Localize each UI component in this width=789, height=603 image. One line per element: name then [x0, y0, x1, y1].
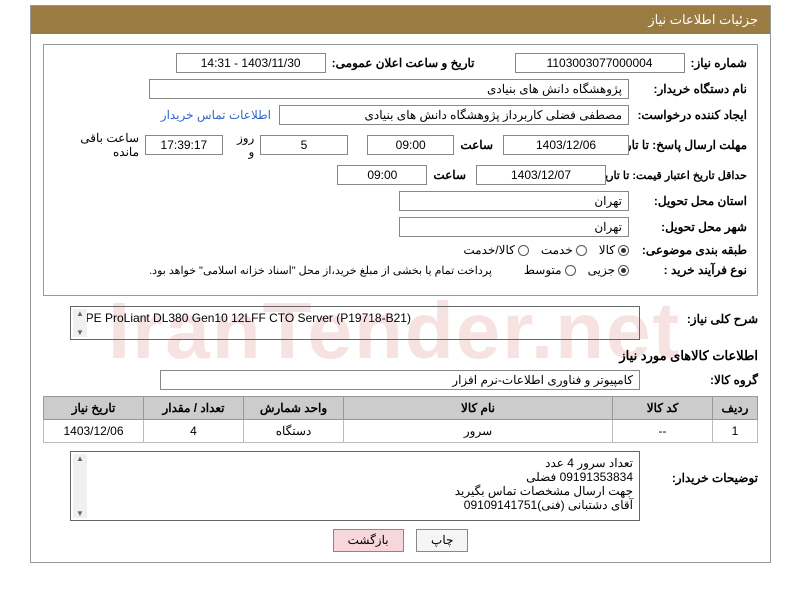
radio-dot-icon — [565, 265, 576, 276]
content-area: شماره نیاز: 1103003077000004 تاریخ و ساع… — [31, 34, 770, 562]
need-no-value: 1103003077000004 — [515, 53, 685, 73]
th-qty: تعداد / مقدار — [144, 397, 244, 420]
cell-date: 1403/12/06 — [44, 420, 144, 443]
requester-value: مصطفی فضلی کاربرداز پژوهشگاه دانش های بن… — [279, 105, 629, 125]
th-code: کد کالا — [613, 397, 713, 420]
button-row: چاپ بازگشت — [43, 529, 758, 552]
payment-note: پرداخت تمام یا بخشی از مبلغ خرید،از محل … — [149, 264, 492, 277]
radio-partial-label: جزیی — [588, 263, 615, 277]
validity-time: 09:00 — [337, 165, 427, 185]
buyer-org-label: نام دستگاه خریدار: — [635, 82, 747, 96]
row-process: نوع فرآیند خرید : جزیی متوسط پرداخت تمام… — [54, 263, 747, 277]
deadline-label: مهلت ارسال پاسخ: تا تاریخ: — [635, 138, 747, 152]
goods-table: ردیف کد کالا نام کالا واحد شمارش تعداد /… — [43, 396, 758, 443]
remarks-textarea[interactable]: تعداد سرور 4 عدد 09191353834 فضلی جهت ار… — [70, 451, 640, 521]
city-value: تهران — [399, 217, 629, 237]
desc-textarea[interactable]: HPE ProLiant DL380 Gen10 12LFF CTO Serve… — [70, 306, 640, 340]
main-panel: جزئیات اطلاعات نیاز شماره نیاز: 11030030… — [30, 5, 771, 563]
info-fieldset: شماره نیاز: 1103003077000004 تاریخ و ساع… — [43, 44, 758, 296]
radio-dot-icon — [618, 245, 629, 256]
remarks-label: توضیحات خریدار: — [646, 451, 758, 485]
row-city: شهر محل تحویل: تهران — [54, 217, 747, 237]
radio-service-label: خدمت — [541, 243, 573, 257]
radio-medium-label: متوسط — [524, 263, 562, 277]
validity-date: 1403/12/07 — [476, 165, 606, 185]
remarks-line1: تعداد سرور 4 عدد — [77, 456, 633, 470]
back-button[interactable]: بازگشت — [333, 529, 404, 552]
category-label: طبقه بندی موضوعی: — [635, 243, 747, 257]
requester-label: ایجاد کننده درخواست: — [635, 108, 747, 122]
scrollbar-icon[interactable]: ▲▼ — [73, 454, 87, 518]
radio-medium[interactable]: متوسط — [524, 263, 576, 277]
time-label-2: ساعت — [433, 168, 466, 182]
radio-both-label: کالا/خدمت — [463, 243, 514, 257]
th-name: نام کالا — [344, 397, 613, 420]
desc-label: شرح کلی نیاز: — [646, 306, 758, 326]
buyer-org-value: پژوهشگاه دانش های بنیادی — [149, 79, 629, 99]
cell-name: سرور — [344, 420, 613, 443]
announce-label: تاریخ و ساعت اعلان عمومی: — [332, 56, 475, 70]
cell-n: 1 — [713, 420, 758, 443]
province-label: استان محل تحویل: — [635, 194, 747, 208]
group-value: کامپیوتر و فناوری اطلاعات-نرم افزار — [160, 370, 640, 390]
days-remain: 5 — [260, 135, 347, 155]
radio-dot-icon — [576, 245, 587, 256]
row-need-number: شماره نیاز: 1103003077000004 تاریخ و ساع… — [54, 53, 747, 73]
validity-label: حداقل تاریخ اعتبار قیمت: تا تاریخ: — [612, 169, 747, 182]
row-validity: حداقل تاریخ اعتبار قیمت: تا تاریخ: 1403/… — [54, 165, 747, 185]
need-no-label: شماره نیاز: — [691, 56, 747, 70]
radio-dot-icon — [618, 265, 629, 276]
city-label: شهر محل تحویل: — [635, 220, 747, 234]
row-deadline: مهلت ارسال پاسخ: تا تاریخ: 1403/12/06 سا… — [54, 131, 747, 159]
th-date: تاریخ نیاز — [44, 397, 144, 420]
cell-unit: دستگاه — [244, 420, 344, 443]
remarks-line3: جهت ارسال مشخصات تماس بگیرید — [77, 484, 633, 498]
row-group: گروه کالا: کامپیوتر و فناوری اطلاعات-نرم… — [43, 370, 758, 390]
radio-service[interactable]: خدمت — [541, 243, 587, 257]
remain-suffix: ساعت باقی مانده — [54, 131, 139, 159]
radio-partial[interactable]: جزیی — [588, 263, 629, 277]
announce-value: 1403/11/30 - 14:31 — [176, 53, 326, 73]
row-requester: ایجاد کننده درخواست: مصطفی فضلی کاربرداز… — [54, 105, 747, 125]
hours-remain: 17:39:17 — [145, 135, 223, 155]
remarks-line4: آقای دشتبانی (فنی)09109141751 — [77, 498, 633, 512]
cell-code: -- — [613, 420, 713, 443]
cell-qty: 4 — [144, 420, 244, 443]
province-value: تهران — [399, 191, 629, 211]
th-unit: واحد شمارش — [244, 397, 344, 420]
deadline-time: 09:00 — [367, 135, 454, 155]
row-category: طبقه بندی موضوعی: کالا خدمت کالا/خدمت — [54, 243, 747, 257]
process-label: نوع فرآیند خرید : — [635, 263, 747, 277]
radio-both[interactable]: کالا/خدمت — [463, 243, 528, 257]
table-row: 1 -- سرور دستگاه 4 1403/12/06 — [44, 420, 758, 443]
radio-dot-icon — [518, 245, 529, 256]
days-word: روز و — [229, 131, 255, 159]
row-description: شرح کلی نیاز: HPE ProLiant DL380 Gen10 1… — [43, 306, 758, 340]
panel-header: جزئیات اطلاعات نیاز — [31, 6, 770, 34]
scrollbar-icon[interactable]: ▲▼ — [73, 309, 87, 337]
time-label-1: ساعت — [460, 138, 493, 152]
th-row: ردیف — [713, 397, 758, 420]
radio-goods[interactable]: کالا — [599, 243, 629, 257]
row-remarks: توضیحات خریدار: تعداد سرور 4 عدد 0919135… — [43, 451, 758, 521]
remarks-line2: 09191353834 فضلی — [77, 470, 633, 484]
goods-section-title: اطلاعات کالاهای مورد نیاز — [43, 348, 758, 364]
radio-goods-label: کالا — [599, 243, 615, 257]
table-header-row: ردیف کد کالا نام کالا واحد شمارش تعداد /… — [44, 397, 758, 420]
group-label: گروه کالا: — [646, 373, 758, 387]
print-button[interactable]: چاپ — [416, 529, 468, 552]
desc-value: HPE ProLiant DL380 Gen10 12LFF CTO Serve… — [77, 311, 633, 325]
row-buyer-org: نام دستگاه خریدار: پژوهشگاه دانش های بنی… — [54, 79, 747, 99]
contact-link[interactable]: اطلاعات تماس خریدار — [161, 108, 271, 122]
row-province: استان محل تحویل: تهران — [54, 191, 747, 211]
deadline-date: 1403/12/06 — [503, 135, 629, 155]
